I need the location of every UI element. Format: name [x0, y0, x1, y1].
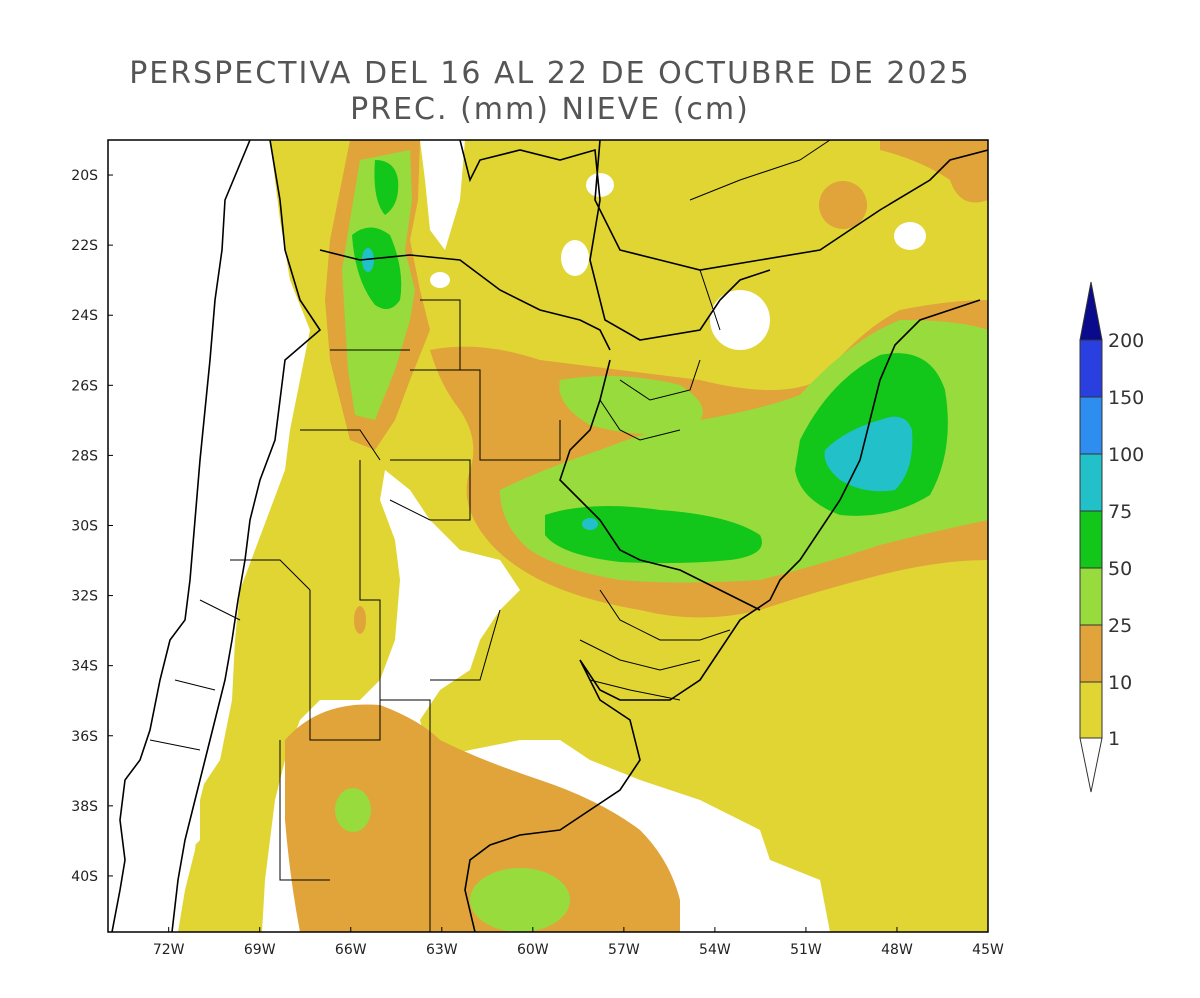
rain-50-75-andes	[374, 160, 399, 215]
lon-tick-label: 45W	[972, 942, 1004, 958]
lon-tick-label: 51W	[790, 942, 822, 958]
colorbar-bin-150-200	[1079, 339, 1103, 398]
colorbar-bin-1-10	[1079, 681, 1103, 739]
colorbar-label: 1	[1108, 728, 1120, 750]
rain-25-50-patch	[470, 868, 570, 932]
no-rain-hole	[586, 173, 614, 197]
rain-75-100-east	[824, 416, 913, 492]
lat-tick-label: 26S	[71, 378, 98, 394]
lat-tick-label: 38S	[71, 799, 98, 815]
colorbar-label: 100	[1108, 444, 1144, 466]
lat-tick-label: 30S	[71, 518, 98, 534]
colorbar-top-arrow	[1079, 281, 1103, 341]
rain-10-25-patch	[819, 181, 867, 229]
rain-10-25-south	[285, 704, 680, 932]
colorbar-label: 150	[1108, 387, 1144, 409]
lon-tick-label: 54W	[699, 942, 731, 958]
no-rain-hole	[894, 222, 926, 250]
andes-border	[171, 140, 322, 932]
lon-tick-label: 72W	[153, 942, 185, 958]
lon-tick-label: 69W	[244, 942, 276, 958]
brazil-inner	[594, 140, 988, 271]
colorbar-label: 200	[1108, 330, 1144, 352]
colorbar-label: 25	[1108, 615, 1132, 637]
colorbar-bin-75-100	[1079, 453, 1103, 512]
map-frame	[107, 139, 989, 933]
colorbar-bottom-arrow	[1079, 737, 1103, 793]
colorbar-bin-10-25	[1079, 624, 1103, 683]
lat-tick-label: 32S	[71, 589, 98, 605]
argentina-north-border	[319, 249, 611, 351]
latitude-axis: 20S 22S 24S 26S 28S 30S 32S 34S 36S 38S 40S	[71, 168, 113, 885]
political-borders	[111, 140, 988, 932]
lat-tick-label: 22S	[71, 238, 98, 254]
lon-tick-label: 48W	[881, 942, 913, 958]
no-rain-hole	[430, 272, 450, 288]
colorbar-bin-25-50	[1079, 567, 1103, 626]
lat-tick-label: 40S	[71, 869, 98, 885]
colorbar-label: 50	[1108, 558, 1132, 580]
rain-10-25-northeast	[880, 140, 988, 203]
lat-tick-label: 34S	[71, 659, 98, 675]
no-rain-hole	[420, 140, 465, 250]
colorbar-label: 10	[1108, 672, 1132, 694]
lon-tick-label: 63W	[426, 942, 458, 958]
atlantic-coast	[464, 299, 981, 932]
colorbar-bin-50-75	[1079, 510, 1103, 569]
lon-tick-label: 57W	[608, 942, 640, 958]
south-america-coastline	[111, 140, 251, 932]
lon-tick-label: 60W	[517, 942, 549, 958]
lat-tick-label: 24S	[71, 308, 98, 324]
map-title: PERSPECTIVA DEL 16 AL 22 DE OCTUBRE DE 2…	[129, 56, 971, 91]
rain-50-75-andes-2	[352, 227, 402, 309]
colorbar-bin-100-150	[1079, 396, 1103, 455]
precipitation-field	[108, 140, 988, 932]
no-rain-hole	[710, 290, 770, 350]
lon-tick-label: 66W	[335, 942, 367, 958]
rain-25-50-north	[559, 376, 703, 434]
paraguay-border	[459, 140, 771, 341]
map-subtitle: PREC. (mm) NIEVE (cm)	[350, 92, 750, 127]
longitude-axis: 72W 69W 66W 63W 60W 57W 54W 51W 48W 45W	[153, 927, 1004, 958]
colorbar-label: 75	[1108, 501, 1132, 523]
lat-tick-label: 20S	[71, 168, 98, 184]
rain-75-100-patch	[582, 518, 598, 530]
brazil-uruguay-border	[559, 359, 761, 611]
rain-10-25-patch	[354, 606, 366, 634]
province-borders	[149, 140, 831, 932]
no-rain-interior-west	[108, 140, 300, 932]
lat-tick-label: 36S	[71, 729, 98, 745]
no-rain-hole	[561, 240, 589, 276]
rain-1-10-ocean	[830, 620, 988, 932]
colorbar-legend: 200 150 100 75 50 25 10 1	[1079, 281, 1144, 793]
rain-25-50-patch	[335, 788, 371, 832]
lat-tick-label: 28S	[71, 448, 98, 464]
